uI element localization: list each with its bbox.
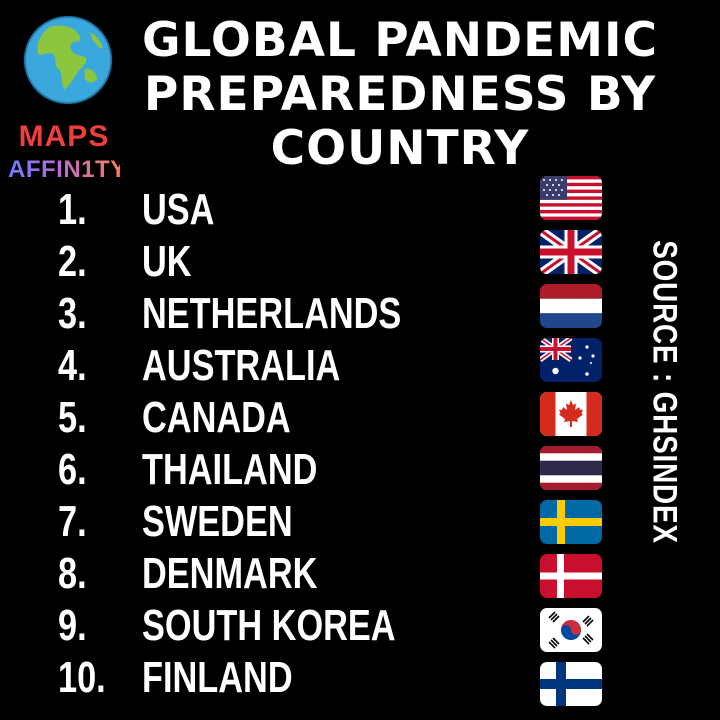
rank-number: 10.	[58, 653, 106, 702]
list-item: 10. FINLAND	[58, 652, 498, 704]
page-title: GLOBAL PANDEMIC PREPAREDNESS BY COUNTRY	[141, 13, 659, 176]
finland-flag-icon	[540, 662, 602, 706]
rank-number: 8.	[58, 549, 87, 598]
denmark-flag-icon	[540, 554, 602, 598]
country-name: CANADA	[142, 393, 291, 442]
list-item: 4. AUSTRALIA	[58, 340, 498, 392]
country-name: USA	[142, 185, 215, 234]
country-name: SOUTH KOREA	[142, 601, 396, 650]
usa-flag-icon	[540, 176, 602, 220]
logo-text-maps: MAPS	[18, 120, 110, 153]
australia-flag-icon	[540, 338, 602, 382]
rank-number: 9.	[58, 601, 87, 650]
flag-column	[540, 176, 604, 706]
netherlands-flag-icon	[540, 284, 602, 328]
rank-number: 6.	[58, 445, 87, 494]
list-item: 1. USA	[58, 184, 498, 236]
list-item: 5. CANADA	[58, 392, 498, 444]
thailand-flag-icon	[540, 446, 602, 490]
sweden-flag-icon	[540, 500, 602, 544]
country-name: AUSTRALIA	[142, 341, 341, 390]
country-name: NETHERLANDS	[142, 289, 402, 338]
brand-logo: MAPS AFFIN1TY	[8, 10, 126, 183]
country-name: UK	[142, 237, 192, 286]
south-korea-flag-icon	[540, 608, 602, 652]
rank-number: 2.	[58, 237, 87, 286]
list-item: 2. UK	[58, 236, 498, 288]
source-text: SOURCE : GHSINDEX	[645, 240, 684, 544]
list-item: 3. NETHERLANDS	[58, 288, 498, 340]
rank-number: 1.	[58, 185, 87, 234]
country-name: FINLAND	[142, 653, 293, 702]
list-item: 8. DENMARK	[58, 548, 498, 600]
country-name: DENMARK	[142, 549, 318, 598]
list-item: 6. THAILAND	[58, 444, 498, 496]
list-item: 7. SWEDEN	[58, 496, 498, 548]
logo-text-affinity: AFFIN1TY	[8, 156, 127, 183]
list-item: 9. SOUTH KOREA	[58, 600, 498, 652]
uk-flag-icon	[540, 230, 602, 274]
canada-flag-icon	[540, 392, 602, 436]
country-name: SWEDEN	[142, 497, 293, 546]
rank-number: 3.	[58, 289, 87, 338]
globe-icon	[23, 15, 113, 105]
country-name: THAILAND	[142, 445, 318, 494]
rank-number: 5.	[58, 393, 87, 442]
rank-number: 7.	[58, 497, 87, 546]
rank-number: 4.	[58, 341, 87, 390]
